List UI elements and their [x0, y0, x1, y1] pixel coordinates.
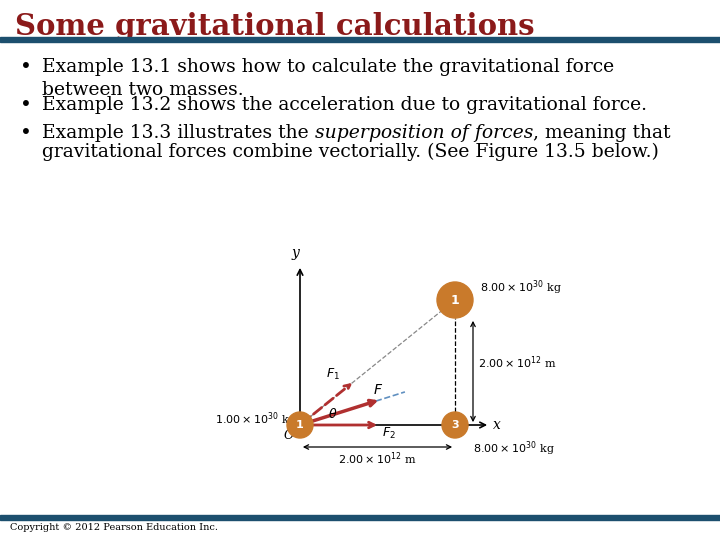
Text: y: y: [291, 246, 299, 260]
Bar: [0, 37, 720, 42]
Text: O: O: [284, 429, 294, 442]
Bar: [0, 515, 720, 520]
Circle shape: [442, 412, 468, 438]
Text: 1: 1: [451, 294, 459, 307]
Text: $2.00\times10^{12}$ m: $2.00\times10^{12}$ m: [338, 450, 417, 467]
Text: Example 13.1 shows how to calculate the gravitational force
between two masses.: Example 13.1 shows how to calculate the …: [42, 58, 614, 99]
Text: x: x: [493, 418, 501, 432]
Text: gravitational forces combine vectorially. (See Figure 13.5 below.): gravitational forces combine vectorially…: [42, 143, 659, 161]
Text: 3: 3: [451, 420, 459, 430]
Circle shape: [437, 282, 473, 318]
Text: Some gravitational calculations: Some gravitational calculations: [15, 12, 535, 41]
Text: Example 13.3 illustrates the: Example 13.3 illustrates the: [42, 124, 315, 142]
Text: $2.00\times10^{12}$ m: $2.00\times10^{12}$ m: [478, 354, 557, 371]
Text: Example 13.2 shows the acceleration due to gravitational force.: Example 13.2 shows the acceleration due …: [42, 96, 647, 114]
Text: •: •: [20, 96, 32, 115]
Text: $1.00\times10^{30}$ kg: $1.00\times10^{30}$ kg: [215, 411, 297, 429]
Text: $8.00\times10^{30}$ kg: $8.00\times10^{30}$ kg: [473, 439, 555, 457]
Text: 1: 1: [296, 420, 304, 430]
Text: superposition of forces: superposition of forces: [315, 124, 533, 142]
Text: Copyright © 2012 Pearson Education Inc.: Copyright © 2012 Pearson Education Inc.: [10, 523, 218, 532]
Text: •: •: [20, 124, 32, 143]
Text: , meaning that: , meaning that: [533, 124, 670, 142]
Text: $\theta$: $\theta$: [328, 407, 338, 421]
Text: •: •: [20, 58, 32, 77]
Text: $8.00\times10^{30}$ kg: $8.00\times10^{30}$ kg: [480, 279, 562, 298]
Circle shape: [287, 412, 313, 438]
Text: $F_1$: $F_1$: [326, 367, 341, 382]
Text: $F$: $F$: [373, 383, 383, 397]
Text: $F_2$: $F_2$: [382, 426, 396, 441]
